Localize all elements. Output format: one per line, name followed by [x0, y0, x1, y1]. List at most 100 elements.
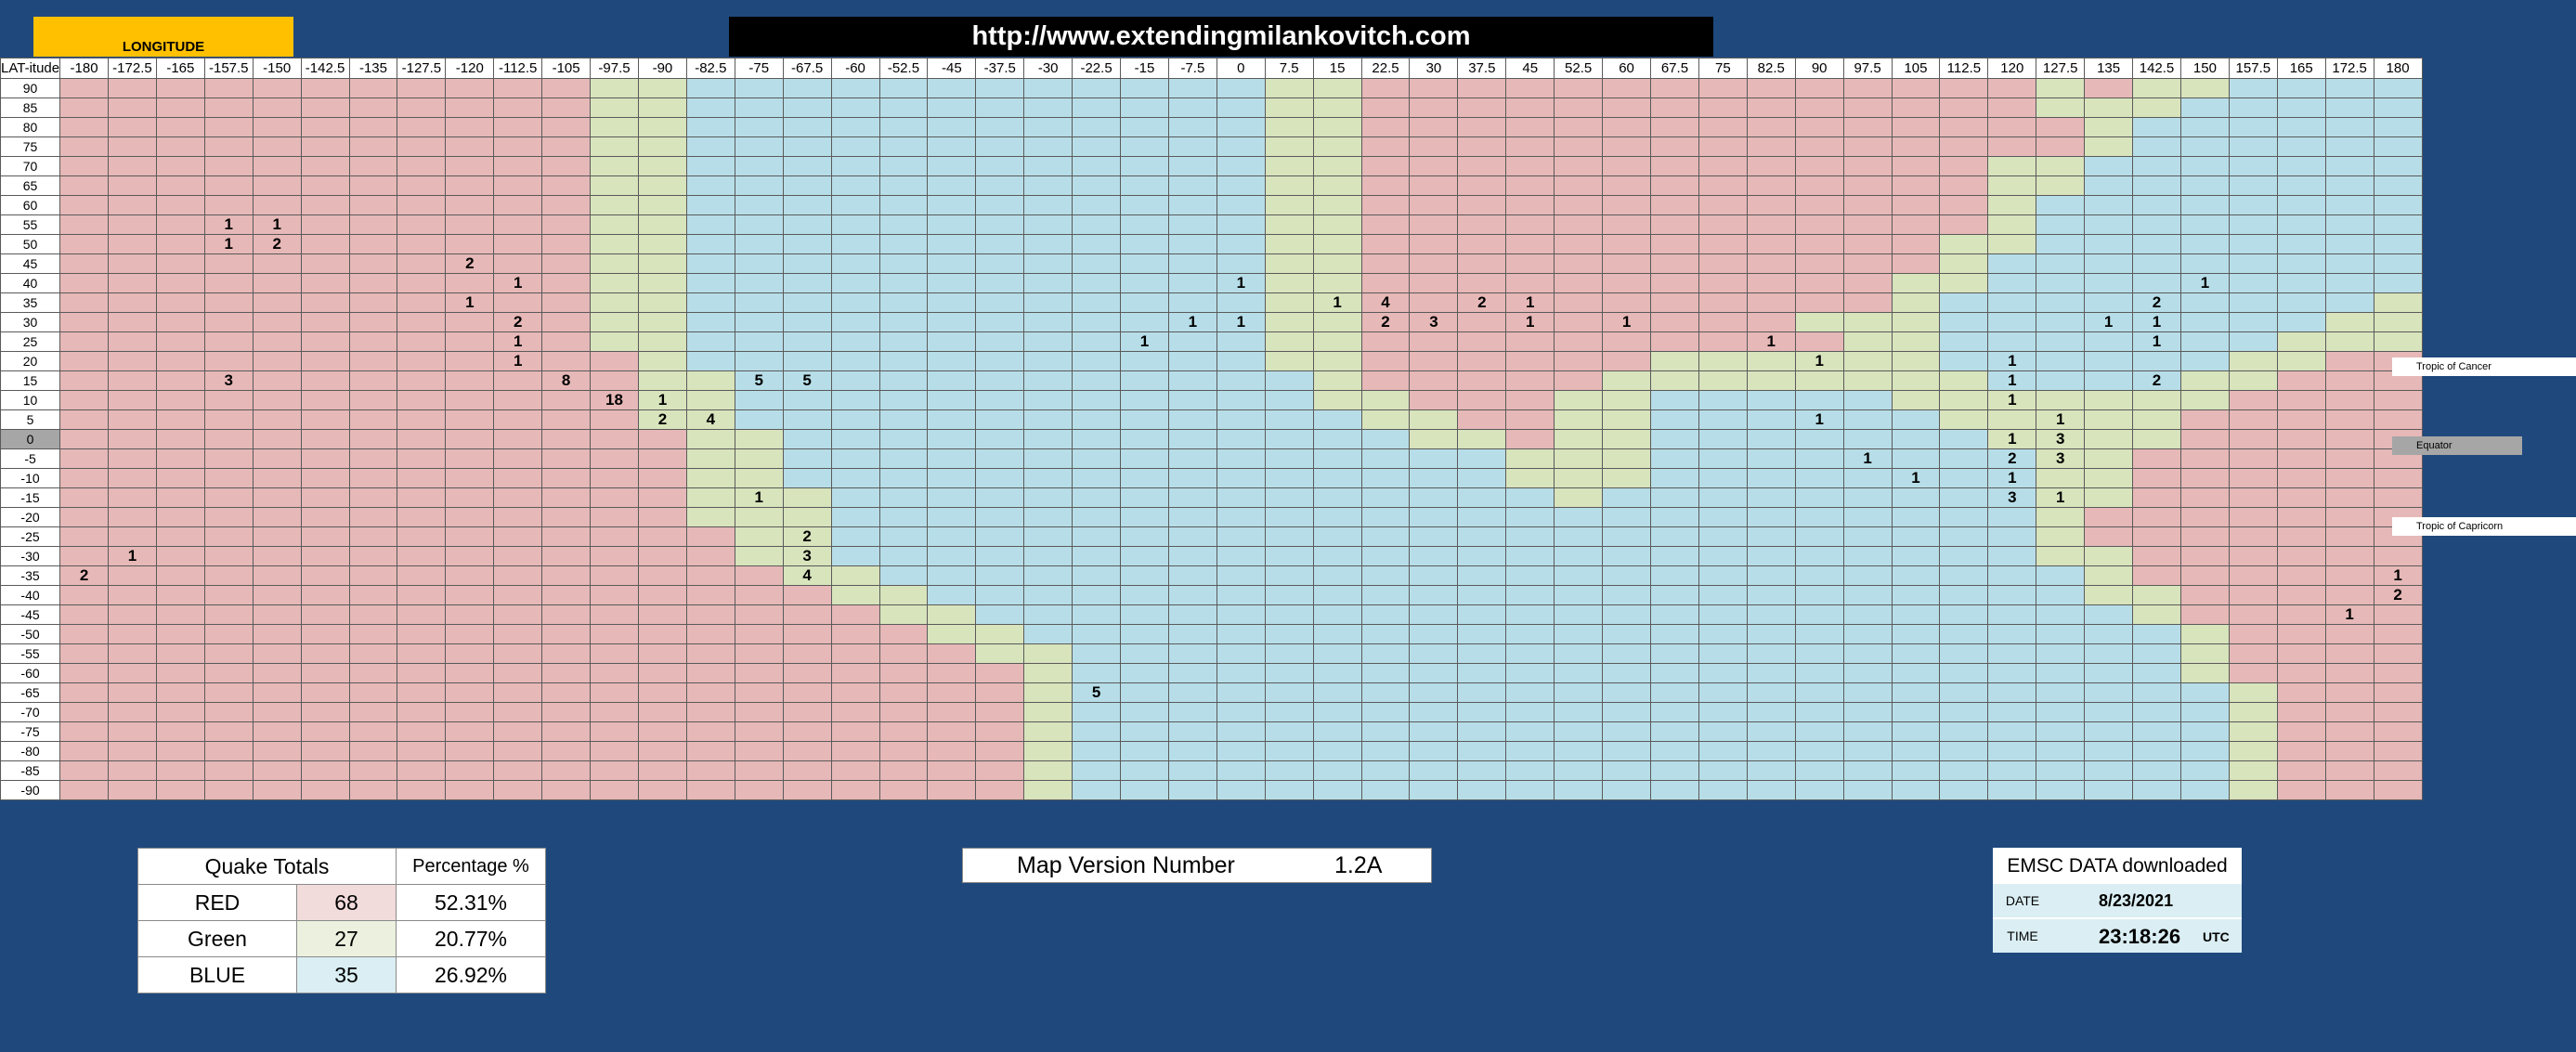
zone-cell: [2276, 565, 2326, 586]
latitude-header-cell: 45: [0, 253, 61, 274]
longitude-header-cell: 157.5: [2228, 58, 2278, 79]
zone-cell: [927, 565, 977, 586]
zone-cell: [2179, 741, 2230, 761]
zone-cell: [1602, 624, 1651, 644]
zone-cell: [2276, 429, 2326, 449]
zone-cell: [1987, 78, 2037, 98]
zone-cell: [2084, 78, 2134, 98]
zone-cell: [2276, 526, 2326, 547]
zone-cell: [252, 565, 302, 586]
quake-count-cell: 1: [1505, 292, 1555, 313]
zone-cell: [2276, 273, 2326, 293]
zone-cell: [348, 214, 398, 235]
zone-cell: [445, 429, 495, 449]
zone-cell: [2179, 487, 2230, 508]
longitude-header-cell: 22.5: [1360, 58, 1411, 79]
zone-cell: [1120, 663, 1169, 683]
zone-cell: [1409, 546, 1459, 566]
zone-cell: [2036, 195, 2086, 215]
latitude-header-cell: -85: [0, 760, 61, 781]
zone-cell: [1505, 624, 1555, 644]
zone-cell: [685, 234, 735, 254]
zone-cell: [975, 156, 1025, 176]
zone-cell: [2228, 663, 2278, 683]
zone-cell: [1216, 136, 1266, 157]
zone-cell: [1794, 156, 1844, 176]
zone-cell: [2228, 565, 2278, 586]
latitude-row: 20 1 1 1: [0, 351, 2423, 371]
zone-cell: [1842, 663, 1893, 683]
zone-cell: [927, 409, 977, 430]
zone-cell: [1987, 97, 2037, 118]
zone-cell: [155, 487, 205, 508]
zone-cell: [2084, 273, 2134, 293]
zone-cell: [1072, 507, 1122, 527]
zone-cell: [1409, 487, 1459, 508]
zone-cell: [1120, 468, 1169, 488]
zone-cell: [927, 97, 977, 118]
zone-cell: [1650, 136, 1699, 157]
zone-cell: [1554, 702, 1604, 722]
zone-cell: [1360, 487, 1411, 508]
zone-cell: [493, 760, 543, 781]
latitude-row: -85: [0, 760, 2423, 781]
zone-cell: [1360, 195, 1411, 215]
zone-cell: [2373, 292, 2423, 313]
timezone-label: UTC: [2203, 929, 2230, 944]
zone-cell: [1167, 448, 1217, 469]
zone-cell: [734, 585, 784, 605]
quake-count-cell: 1: [493, 331, 543, 352]
zone-cell: [2373, 390, 2423, 410]
zone-cell: [1505, 331, 1555, 352]
zone-cell: [252, 468, 302, 488]
zone-cell: [493, 624, 543, 644]
latitude-header-cell: 80: [0, 117, 61, 137]
zone-cell: [1264, 175, 1314, 196]
zone-cell: [590, 156, 639, 176]
zone-cell: [1409, 97, 1459, 118]
latitude-header-cell: 85: [0, 97, 61, 118]
zone-cell: [2276, 78, 2326, 98]
zone-cell: [1602, 331, 1651, 352]
longitude-header-cell: 142.5: [2132, 58, 2181, 79]
zone-cell: [252, 507, 302, 527]
zone-cell: [1554, 643, 1604, 664]
site-url-banner[interactable]: http://www.extendingmilankovitch.com: [729, 17, 1713, 57]
zone-cell: [1505, 487, 1555, 508]
longitude-header-cell: -112.5: [493, 58, 543, 79]
zone-cell: [1360, 97, 1411, 118]
zone-cell: [685, 156, 735, 176]
zone-cell: [1023, 117, 1073, 137]
zone-cell: [1023, 214, 1073, 235]
zone-cell: [1505, 136, 1555, 157]
zone-cell: [1939, 273, 1989, 293]
zone-cell: [927, 234, 977, 254]
zone-cell: [1264, 97, 1314, 118]
latitude-header-cell: 0: [0, 429, 61, 449]
zone-cell: [1409, 292, 1459, 313]
zone-cell: [155, 643, 205, 664]
zone-cell: [1072, 702, 1122, 722]
zone-cell: [1842, 214, 1893, 235]
zone-cell: [397, 604, 447, 625]
latitude-header-cell: -5: [0, 448, 61, 469]
zone-cell: [1360, 682, 1411, 703]
zone-cell: [1264, 253, 1314, 274]
zone-cell: [1987, 273, 2037, 293]
zone-cell: [1505, 448, 1555, 469]
zone-cell: [1698, 175, 1748, 196]
longitude-header-cell: -157.5: [203, 58, 254, 79]
zone-cell: [2373, 156, 2423, 176]
zone-cell: [1602, 390, 1651, 410]
red-label: RED: [137, 884, 297, 921]
zone-cell: [1167, 643, 1217, 664]
zone-cell: [637, 448, 687, 469]
zone-cell: [1794, 429, 1844, 449]
zone-cell: [1072, 663, 1122, 683]
zone-cell: [1891, 331, 1941, 352]
zone-cell: [1650, 117, 1699, 137]
latitude-header-cell: 55: [0, 214, 61, 235]
zone-cell: [155, 760, 205, 781]
zone-cell: [685, 721, 735, 742]
zone-cell: [637, 214, 687, 235]
